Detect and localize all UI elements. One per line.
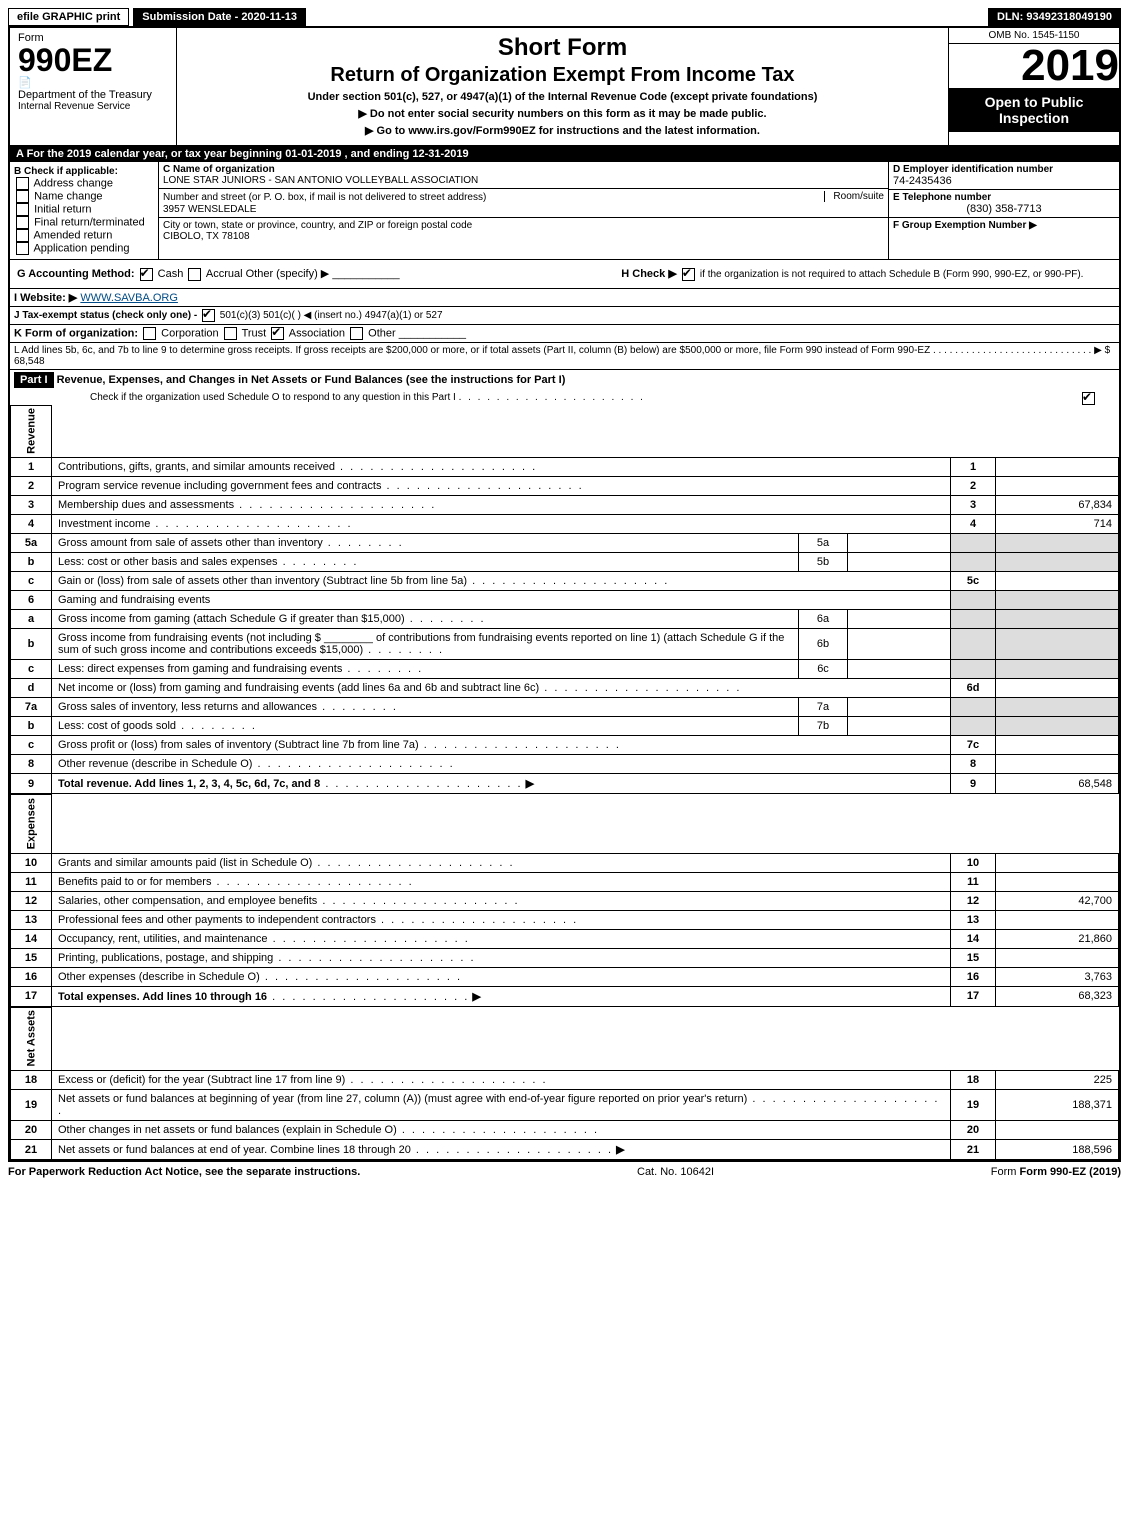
table-row: 15 Printing, publications, postage, and … — [11, 948, 1119, 967]
room-label: Room/suite — [824, 191, 884, 202]
table-row: c Less: direct expenses from gaming and … — [11, 660, 1119, 679]
table-row: b Gross income from fundraising events (… — [11, 629, 1119, 660]
table-row: 3 Membership dues and assessments 3 67,8… — [11, 496, 1119, 515]
j-opts: 501(c)(3) 501(c)( ) ◀ (insert no.) 4947(… — [220, 310, 443, 321]
b-addr-change[interactable]: Address change — [33, 177, 113, 189]
expenses-label: Expenses — [11, 795, 52, 853]
table-row: 8 Other revenue (describe in Schedule O)… — [11, 755, 1119, 774]
irs: Internal Revenue Service — [18, 101, 168, 112]
table-row: 19 Net assets or fund balances at beginn… — [11, 1090, 1119, 1121]
box-b-label: B Check if applicable: — [14, 166, 154, 177]
k-assoc[interactable]: Association — [289, 327, 345, 339]
k-label: K Form of organization: — [14, 327, 138, 339]
k-trust[interactable]: Trust — [242, 327, 267, 339]
main-title: Return of Organization Exempt From Incom… — [185, 64, 940, 87]
c-name-label: C Name of organization — [163, 164, 884, 175]
org-city: CIBOLO, TX 78108 — [163, 231, 884, 242]
ssn-warning: ▶ Do not enter social security numbers o… — [185, 107, 940, 120]
table-row: 7a Gross sales of inventory, less return… — [11, 698, 1119, 717]
dept: Department of the Treasury — [18, 89, 168, 101]
b-final[interactable]: Final return/terminated — [34, 216, 145, 228]
table-row: d Net income or (loss) from gaming and f… — [11, 679, 1119, 698]
table-row: 6 Gaming and fundraising events — [11, 591, 1119, 610]
form-ref: Form Form 990-EZ (2019) — [991, 1166, 1121, 1178]
j-label: J Tax-exempt status (check only one) - — [14, 310, 197, 321]
table-row: 1 Contributions, gifts, grants, and simi… — [11, 458, 1119, 477]
box-b: B Check if applicable: Address change Na… — [10, 162, 159, 259]
net-assets-label: Net Assets — [11, 1007, 52, 1070]
table-row: 2 Program service revenue including gove… — [11, 477, 1119, 496]
table-row: b Less: cost of goods sold 7b — [11, 717, 1119, 736]
cat-no: Cat. No. 10642I — [637, 1166, 714, 1178]
website-link[interactable]: WWW.SAVBA.ORG — [80, 292, 178, 304]
table-row: 21 Net assets or fund balances at end of… — [11, 1140, 1119, 1160]
d-label: D Employer identification number — [893, 164, 1115, 175]
efile-label: efile GRAPHIC print — [8, 8, 129, 26]
phone: (830) 358-7713 — [893, 203, 1115, 215]
h-text: if the organization is not required to a… — [700, 269, 1084, 280]
table-row: 18 Excess or (deficit) for the year (Sub… — [11, 1071, 1119, 1090]
revenue-section: Revenue 1 Contributions, gifts, grants, … — [10, 405, 1119, 795]
table-row: 11 Benefits paid to or for members 11 — [11, 872, 1119, 891]
ein: 74-2435436 — [893, 175, 1115, 187]
table-row: 9 Total revenue. Add lines 1, 2, 3, 4, 5… — [11, 774, 1119, 794]
table-row: 14 Occupancy, rent, utilities, and maint… — [11, 929, 1119, 948]
paperwork-notice: For Paperwork Reduction Act Notice, see … — [8, 1166, 360, 1178]
table-row: c Gain or (loss) from sale of assets oth… — [11, 572, 1119, 591]
under-section: Under section 501(c), 527, or 4947(a)(1)… — [185, 91, 940, 103]
table-row: c Gross profit or (loss) from sales of i… — [11, 736, 1119, 755]
table-row: 10 Grants and similar amounts paid (list… — [11, 853, 1119, 872]
c-city-label: City or town, state or province, country… — [163, 220, 884, 231]
f-label: F Group Exemption Number ▶ — [893, 220, 1115, 231]
table-row: 4 Investment income 4 714 — [11, 515, 1119, 534]
g-label: G Accounting Method: — [17, 268, 135, 280]
footer: For Paperwork Reduction Act Notice, see … — [8, 1162, 1121, 1182]
i-label: I Website: ▶ — [14, 292, 77, 304]
part1-check-o: Check if the organization used Schedule … — [90, 392, 456, 403]
expense-section: Expenses 10 Grants and similar amounts p… — [10, 794, 1119, 1006]
g-other[interactable]: Other (specify) ▶ — [246, 268, 330, 280]
org-name: LONE STAR JUNIORS - SAN ANTONIO VOLLEYBA… — [163, 175, 884, 186]
open-public: Open to Public Inspection — [949, 88, 1119, 132]
table-row: 16 Other expenses (describe in Schedule … — [11, 967, 1119, 986]
goto-link[interactable]: ▶ Go to www.irs.gov/Form990EZ for instru… — [185, 124, 940, 137]
l-value: 68,548 — [14, 356, 45, 367]
table-row: 13 Professional fees and other payments … — [11, 910, 1119, 929]
g-accrual[interactable]: Accrual — [206, 268, 243, 280]
b-name-change[interactable]: Name change — [34, 190, 103, 202]
b-pending[interactable]: Application pending — [33, 242, 129, 254]
revenue-label: Revenue — [11, 405, 52, 458]
org-addr: 3957 WENSLEDALE — [163, 204, 256, 215]
net-assets-section: Net Assets 18 Excess or (deficit) for th… — [10, 1007, 1119, 1160]
part1-label: Part I — [14, 372, 54, 388]
form-table: Form 990EZ 📄 Department of the Treasury … — [8, 26, 1121, 1162]
c-addr-label: Number and street (or P. O. box, if mail… — [163, 192, 486, 203]
e-label: E Telephone number — [893, 192, 1115, 203]
b-amended[interactable]: Amended return — [33, 229, 112, 241]
table-row: 20 Other changes in net assets or fund b… — [11, 1121, 1119, 1140]
table-row: a Gross income from gaming (attach Sched… — [11, 610, 1119, 629]
b-initial[interactable]: Initial return — [34, 203, 91, 215]
short-form-title: Short Form — [185, 34, 940, 62]
table-row: 5a Gross amount from sale of assets othe… — [11, 534, 1119, 553]
table-row: 12 Salaries, other compensation, and emp… — [11, 891, 1119, 910]
tax-year: 2019 — [949, 44, 1119, 88]
dln: DLN: 93492318049190 — [988, 8, 1121, 26]
submission-date: Submission Date - 2020-11-13 — [133, 8, 306, 26]
l-text: L Add lines 5b, 6c, and 7b to line 9 to … — [14, 345, 1110, 356]
k-corp[interactable]: Corporation — [161, 327, 218, 339]
k-other[interactable]: Other — [368, 327, 396, 339]
g-cash[interactable]: Cash — [158, 268, 184, 280]
period-row: A For the 2019 calendar year, or tax yea… — [9, 146, 1120, 163]
table-row: b Less: cost or other basis and sales ex… — [11, 553, 1119, 572]
schedule-o-checkbox[interactable] — [1082, 392, 1095, 405]
table-row: 17 Total expenses. Add lines 10 through … — [11, 986, 1119, 1006]
header-bar: efile GRAPHIC print Submission Date - 20… — [8, 8, 1121, 26]
part1-title: Revenue, Expenses, and Changes in Net As… — [57, 374, 566, 386]
h-label: H Check ▶ — [621, 268, 677, 280]
form-number: 990EZ — [18, 44, 168, 76]
